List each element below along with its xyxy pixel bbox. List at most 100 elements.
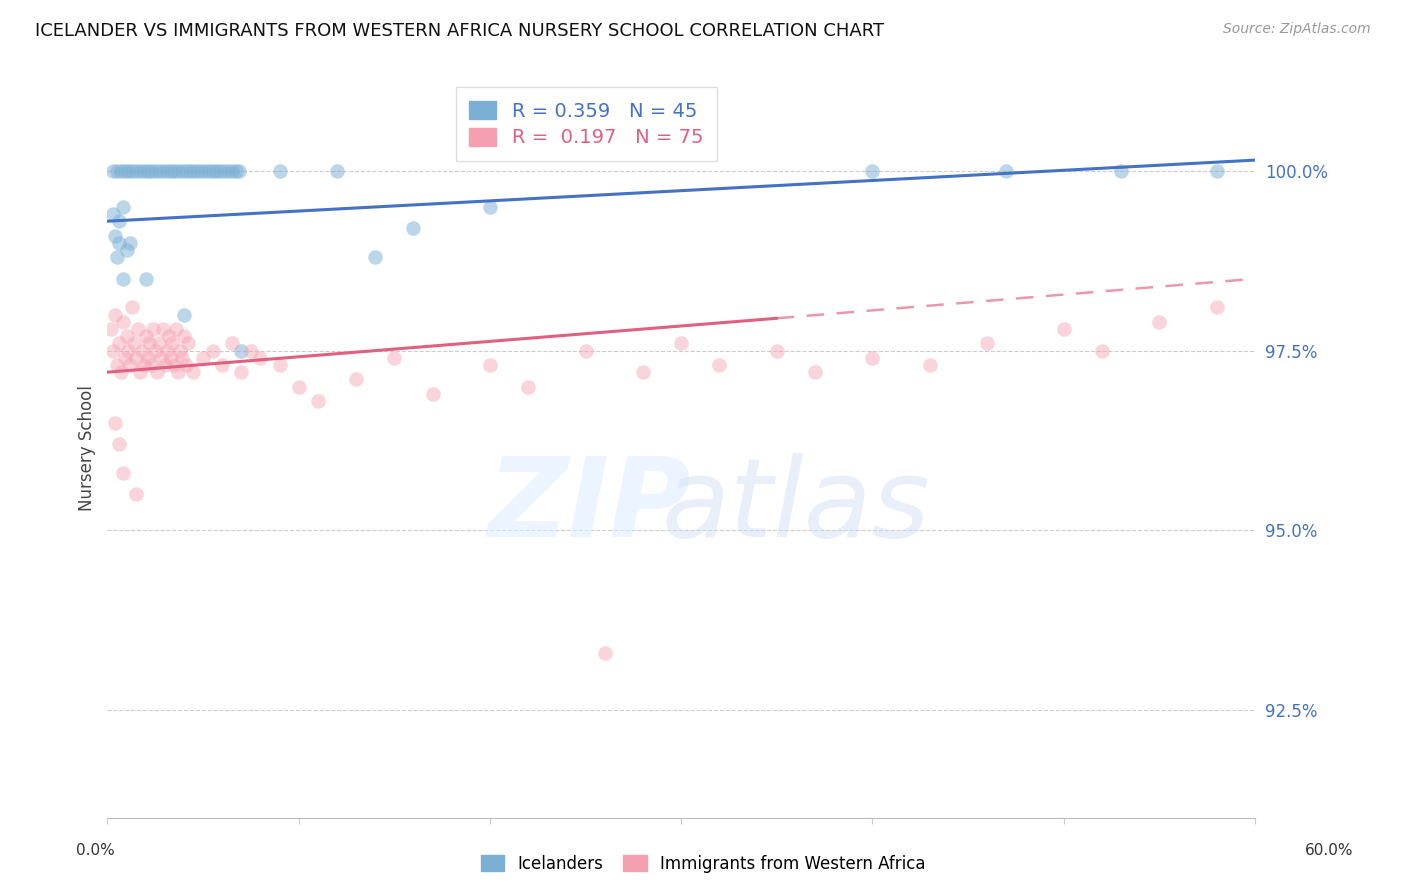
Point — [169, 343, 191, 358]
Point — [167, 365, 190, 379]
Point — [122, 336, 145, 351]
Point — [101, 164, 124, 178]
Point — [995, 164, 1018, 178]
Point — [156, 164, 179, 178]
Point — [136, 351, 159, 365]
Point — [138, 336, 160, 351]
Point — [104, 228, 127, 243]
Point — [221, 336, 243, 351]
Point — [194, 164, 217, 178]
Point — [269, 358, 291, 372]
Point — [1109, 164, 1132, 178]
Point — [115, 243, 138, 257]
Point — [209, 164, 232, 178]
Point — [104, 308, 127, 322]
Point — [136, 164, 159, 178]
Point — [239, 343, 262, 358]
Point — [217, 164, 239, 178]
Point — [478, 200, 501, 214]
Point — [364, 250, 387, 264]
Point — [177, 336, 200, 351]
Point — [111, 466, 134, 480]
Point — [111, 271, 134, 285]
Point — [114, 164, 136, 178]
Point — [186, 164, 208, 178]
Point — [120, 235, 142, 250]
Point — [976, 336, 998, 351]
Point — [517, 379, 540, 393]
Point — [142, 322, 165, 336]
Point — [120, 358, 142, 372]
Point — [631, 365, 654, 379]
Legend: Icelanders, Immigrants from Western Africa: Icelanders, Immigrants from Western Afri… — [474, 848, 932, 880]
Point — [1205, 301, 1227, 315]
Text: ICELANDER VS IMMIGRANTS FROM WESTERN AFRICA NURSERY SCHOOL CORRELATION CHART: ICELANDER VS IMMIGRANTS FROM WESTERN AFR… — [35, 22, 884, 40]
Point — [167, 164, 190, 178]
Point — [344, 372, 367, 386]
Point — [225, 164, 247, 178]
Point — [201, 164, 224, 178]
Point — [326, 164, 349, 178]
Point — [211, 358, 233, 372]
Point — [125, 351, 148, 365]
Point — [104, 416, 127, 430]
Point — [111, 200, 134, 214]
Point — [574, 343, 596, 358]
Point — [1205, 164, 1227, 178]
Point — [152, 164, 174, 178]
Point — [125, 487, 148, 501]
Point — [141, 164, 163, 178]
Point — [163, 358, 186, 372]
Point — [132, 164, 155, 178]
Point — [918, 358, 941, 372]
Point — [105, 164, 128, 178]
Point — [190, 164, 212, 178]
Point — [249, 351, 271, 365]
Text: atlas: atlas — [662, 453, 931, 560]
Point — [108, 235, 131, 250]
Point — [110, 365, 132, 379]
Point — [1053, 322, 1076, 336]
Point — [108, 214, 131, 228]
Point — [121, 301, 143, 315]
Point — [804, 365, 827, 379]
Point — [129, 164, 152, 178]
Point — [221, 164, 243, 178]
Point — [121, 164, 143, 178]
Point — [269, 164, 291, 178]
Point — [117, 164, 139, 178]
Point — [170, 351, 193, 365]
Point — [117, 343, 139, 358]
Point — [159, 164, 181, 178]
Point — [149, 351, 172, 365]
Point — [135, 271, 157, 285]
Point — [402, 221, 425, 235]
Point — [131, 343, 153, 358]
Legend: R = 0.359   N = 45, R =  0.197   N = 75: R = 0.359 N = 45, R = 0.197 N = 75 — [456, 87, 717, 161]
Point — [156, 343, 179, 358]
Point — [197, 164, 219, 178]
Point — [1091, 343, 1114, 358]
Point — [159, 351, 181, 365]
Point — [1149, 315, 1171, 329]
Point — [183, 365, 205, 379]
Point — [766, 343, 789, 358]
Point — [201, 343, 224, 358]
Point — [183, 164, 205, 178]
Point — [105, 358, 128, 372]
Point — [422, 386, 444, 401]
Point — [146, 365, 169, 379]
Point — [141, 358, 163, 372]
Point — [135, 329, 157, 343]
Point — [174, 358, 197, 372]
Point — [170, 164, 193, 178]
Point — [212, 164, 235, 178]
Point — [108, 437, 131, 451]
Point — [127, 322, 149, 336]
Y-axis label: Nursery School: Nursery School — [79, 384, 96, 510]
Point — [173, 329, 195, 343]
Point — [669, 336, 692, 351]
Point — [111, 315, 134, 329]
Point — [132, 358, 155, 372]
Point — [157, 329, 180, 343]
